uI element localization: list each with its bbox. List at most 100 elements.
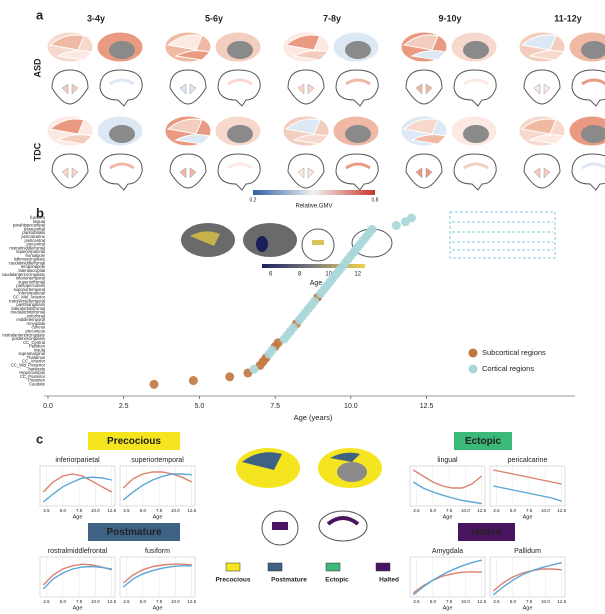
y-tick-label: Amygdala [26, 321, 45, 326]
brain-region [345, 78, 371, 86]
brain-region [56, 50, 94, 61]
panel-label: b [36, 205, 44, 220]
legend-marker [468, 348, 478, 358]
brain-region [402, 34, 439, 51]
y-tick-label: Hippocampus [19, 370, 45, 375]
x-tick-label: 12.5 [107, 599, 116, 604]
y-tick-label: CC_Mid_Posterior [11, 363, 46, 368]
brain-region [227, 78, 253, 86]
x-tick-label: 7.5 [526, 508, 533, 513]
age-header: 9-10y [438, 13, 461, 23]
y-tick-label: isthmuscingulate [14, 257, 46, 262]
brain-region [292, 50, 330, 61]
y-tick-label: transversetemporal [9, 298, 45, 303]
x-tick-label: 2.5 [413, 508, 420, 513]
x-tick-label: 7.5 [156, 508, 163, 513]
x-tick-label: 5.0 [510, 508, 517, 513]
line [493, 485, 562, 502]
y-tick-label: lateralorbitofrontal [11, 306, 45, 311]
panel-label: a [36, 7, 44, 22]
inset-box [449, 211, 556, 259]
x-tick-label: 7.5 [270, 403, 280, 410]
y-tick-label: CC_Posterior [20, 374, 46, 379]
brain-core [337, 462, 367, 482]
brain-sagittal [335, 69, 379, 107]
y-tick-label: Caudate [29, 381, 46, 386]
brain-coronal [523, 69, 561, 105]
x-axis-title: Age [153, 514, 163, 520]
brain-region [109, 78, 135, 86]
x-tick-label: 5.0 [430, 599, 437, 604]
x-axis-title: Age (years) [294, 413, 333, 422]
x-tick-label: 10.0 [541, 599, 550, 604]
x-tick-label: 12.5 [187, 599, 196, 604]
x-axis-title: Age [153, 605, 163, 611]
y-tick-label: supramarginal [18, 351, 45, 356]
brain-region [227, 162, 253, 170]
age-header: 7-8y [323, 13, 341, 23]
brain-sagittal [571, 69, 605, 107]
colorbar-tick-label: 6 [269, 272, 273, 278]
x-axis-title: Age [523, 514, 533, 520]
legend-label: Precocious [215, 577, 250, 584]
brain-sagittal [217, 69, 261, 107]
age-header: 5-6y [205, 13, 223, 23]
brain-coronal [523, 153, 561, 189]
group-label: ASD [32, 58, 42, 78]
colorbar [253, 190, 375, 195]
brain-region [61, 167, 79, 179]
y-tick-label: cuneus [31, 325, 45, 330]
y-tick-label: Thalamus [27, 355, 45, 360]
brain-region [410, 134, 448, 145]
brain-region [415, 83, 433, 95]
x-tick-label: 5.0 [510, 599, 517, 604]
line [42, 565, 112, 590]
brain-core [227, 41, 253, 59]
x-tick-label: 12.5 [557, 599, 566, 604]
brain-region [415, 167, 433, 179]
line [122, 471, 193, 489]
brain-sagittal [571, 153, 605, 191]
y-tick-label: superiortemporal [14, 287, 45, 292]
brain-sagittal [335, 153, 379, 191]
brain-core [109, 125, 135, 143]
x-tick-label: 2.5 [493, 508, 500, 513]
y-tick-label: superiorparietal [16, 249, 45, 254]
x-tick-label: 12.5 [477, 599, 486, 604]
x-tick-label: 12.5 [420, 403, 434, 410]
x-tick-label: 7.5 [156, 599, 163, 604]
brain-region [581, 162, 605, 170]
brain-region [410, 50, 448, 61]
x-tick-label: 2.5 [123, 508, 130, 513]
x-tick-label: 5.0 [60, 508, 67, 513]
y-tick-label: rostralanteriorcingulate [2, 332, 45, 337]
chart-title: rostralmiddlefrontal [48, 548, 108, 555]
colorbar-tick-label: 10 [325, 272, 332, 278]
line [122, 563, 192, 584]
chart-title: inferiorparietal [55, 457, 100, 464]
line [412, 481, 482, 505]
y-tick-label: entorhinal [27, 313, 45, 318]
x-axis-title: Age [73, 514, 83, 520]
point [264, 349, 274, 359]
y-tick-label: postcentral [25, 238, 46, 243]
brain-coronal [287, 153, 325, 189]
y-tick-label: inferiortemporal [16, 276, 45, 281]
brain-core [581, 125, 605, 143]
brain-coronal [287, 69, 325, 105]
brain-region [402, 118, 439, 135]
colorbar-tick-label: 12 [354, 272, 361, 278]
x-tick-label: 2.5 [43, 599, 50, 604]
brain-region [533, 167, 551, 179]
brain-region [528, 134, 566, 145]
x-tick-label: 5.0 [60, 599, 67, 604]
legend-label: Subcortical regions [482, 348, 546, 357]
legend-swatch [225, 562, 241, 572]
brain-sagittal [318, 510, 368, 542]
line [122, 565, 192, 588]
brain-core [109, 41, 135, 59]
brain-region [166, 34, 203, 51]
y-tick-label: medialorbitofrontal [11, 310, 46, 315]
line [492, 561, 562, 596]
brain-core [227, 125, 253, 143]
